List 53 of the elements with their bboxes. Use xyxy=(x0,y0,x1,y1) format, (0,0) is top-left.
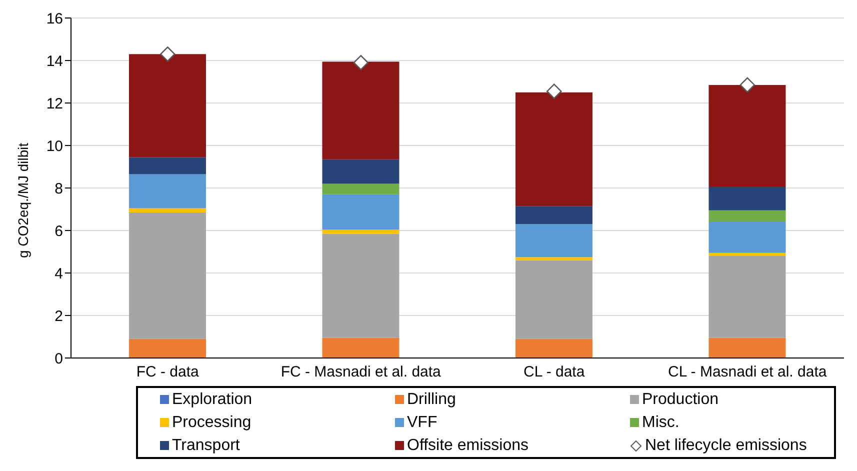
x-tick-label: FC - Masnadi et al. data xyxy=(280,364,442,381)
bar xyxy=(128,54,206,158)
bar xyxy=(515,257,592,260)
point xyxy=(353,54,369,70)
bar xyxy=(708,338,786,358)
bar xyxy=(708,222,786,253)
bar xyxy=(322,62,400,160)
bar xyxy=(322,338,400,358)
y-tick-label: 4 xyxy=(54,265,63,282)
point xyxy=(546,84,562,99)
point xyxy=(740,77,756,93)
legend-label: Production xyxy=(642,390,718,408)
x-tick-label: FC - data xyxy=(136,364,200,381)
y-tick-label: 6 xyxy=(54,222,63,240)
bar xyxy=(128,157,206,174)
y-tick-label: 10 xyxy=(46,138,63,155)
legend-label: VFF xyxy=(407,414,438,432)
bar xyxy=(515,92,592,206)
bar xyxy=(322,184,400,194)
bar xyxy=(128,208,206,212)
legend-label: Net lifecycle emissions xyxy=(645,436,807,454)
y-tick-label: 8 xyxy=(54,180,63,198)
point xyxy=(160,46,176,62)
bar xyxy=(708,186,786,210)
y-tick-label: 14 xyxy=(46,52,63,70)
bar xyxy=(322,194,400,230)
legend-label: Offsite emissions xyxy=(407,436,529,454)
bar xyxy=(128,174,206,208)
y-tick-label: 0 xyxy=(54,350,63,368)
x-tick-label: CL - data xyxy=(524,364,586,381)
legend-label: Exploration xyxy=(172,390,252,408)
bar xyxy=(515,224,592,258)
bar xyxy=(708,256,786,338)
y-tick-label: 16 xyxy=(46,10,63,28)
bar xyxy=(322,159,400,184)
x-tick-label: CL - Masnadi et al. data xyxy=(668,364,828,381)
bar xyxy=(322,229,400,234)
bar xyxy=(515,338,592,358)
bar xyxy=(128,212,206,339)
bar xyxy=(128,338,206,358)
bar xyxy=(515,260,592,339)
bar xyxy=(515,206,592,224)
legend-label: Transport xyxy=(172,436,240,454)
y-tick-label: 2 xyxy=(54,308,63,325)
legend-label: Misc. xyxy=(642,414,680,432)
bar xyxy=(708,210,786,222)
bar xyxy=(708,252,786,256)
bar xyxy=(708,84,786,187)
legend-label: Processing xyxy=(172,414,252,432)
y-axis-title: g CO2eq./MJ dilbit xyxy=(14,142,31,258)
bar xyxy=(322,234,400,338)
legend-label: Drilling xyxy=(407,390,456,408)
y-tick-label: 12 xyxy=(46,95,63,112)
